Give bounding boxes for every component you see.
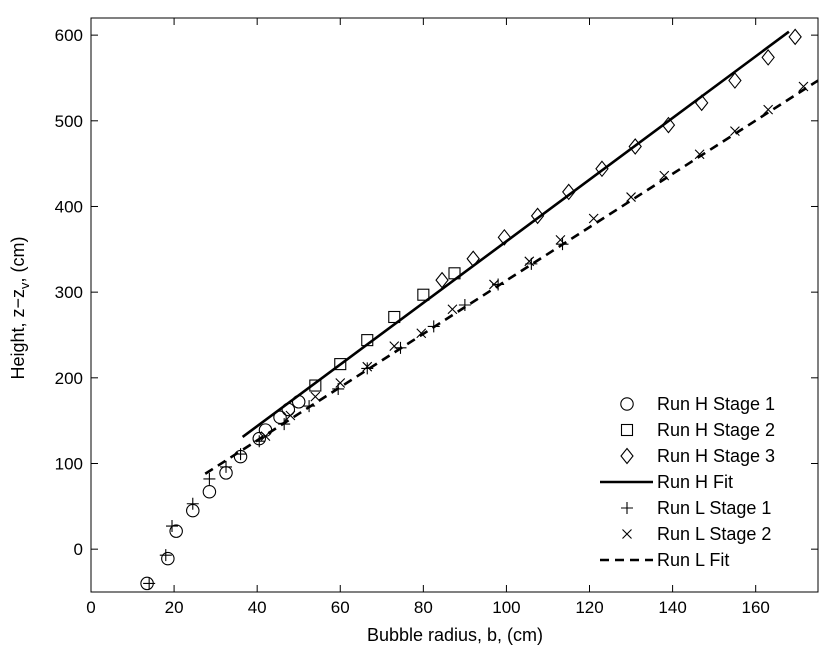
data-point xyxy=(334,358,347,371)
data-point xyxy=(798,81,809,92)
y-tick-label: 500 xyxy=(55,112,83,131)
legend-item: Run L Fit xyxy=(600,550,729,570)
legend-label: Run H Stage 2 xyxy=(657,420,775,440)
x-tick-label: 160 xyxy=(741,598,769,617)
data-point xyxy=(220,460,233,473)
y-tick-label: 200 xyxy=(55,369,83,388)
series-run-l-stage-2 xyxy=(260,81,809,441)
data-point xyxy=(258,423,273,437)
legend-marker xyxy=(620,447,634,465)
data-point xyxy=(524,256,535,267)
y-axis-label: Height, z−zv, (cm) xyxy=(8,236,32,379)
legend-label: Run L Stage 1 xyxy=(657,498,771,518)
legend-item: Run H Stage 3 xyxy=(620,446,775,466)
data-point xyxy=(626,192,636,202)
fit-line xyxy=(204,79,819,475)
data-point xyxy=(761,49,775,66)
data-point xyxy=(530,207,545,225)
data-point xyxy=(273,410,287,424)
series-run-l-fit xyxy=(204,79,819,475)
legend-marker xyxy=(621,502,633,514)
y-tick-label: 400 xyxy=(55,197,83,216)
x-axis-label: Bubble radius, b, (cm) xyxy=(367,625,543,645)
data-point xyxy=(458,299,471,311)
legend-item: Run H Stage 1 xyxy=(620,394,775,414)
legend-label: Run H Fit xyxy=(657,472,733,492)
data-point xyxy=(166,520,179,533)
data-point xyxy=(694,149,705,160)
axes: 0 20 40 60 80 100 120 140 160 0 100 200 300 400 500 600 xyxy=(55,17,819,617)
legend-label: Run L Fit xyxy=(657,550,729,570)
data-point xyxy=(788,28,802,46)
x-tick-label: 0 xyxy=(86,598,95,617)
plot-frame xyxy=(90,17,819,593)
legend-label: Run H Stage 1 xyxy=(657,394,775,414)
data-point xyxy=(362,361,373,372)
x-tick-label: 20 xyxy=(165,598,184,617)
data-point xyxy=(388,310,401,324)
series-run-l-stage-1 xyxy=(143,238,569,590)
legend-item: Run L Stage 2 xyxy=(622,524,771,544)
y-axis-label-subscript: v xyxy=(17,282,32,289)
data-point xyxy=(169,524,183,538)
data-point xyxy=(335,378,346,388)
y-tick-label: 600 xyxy=(55,26,83,45)
legend-item: Run H Stage 2 xyxy=(620,420,775,440)
data-point xyxy=(159,549,172,562)
legend-marker xyxy=(620,397,634,411)
legend: Run H Stage 1 Run H Stage 2 Run H Stage 3 R… xyxy=(600,394,775,570)
x-tick-label: 140 xyxy=(658,598,686,617)
data-point xyxy=(202,485,217,499)
legend-item: Run H Fit xyxy=(600,472,733,492)
data-point xyxy=(253,435,266,448)
data-point xyxy=(161,551,175,566)
y-axis-label-main: Height, z−z xyxy=(8,289,28,380)
data-point xyxy=(417,288,430,301)
data-point xyxy=(497,228,512,246)
legend-label: Run L Stage 2 xyxy=(657,524,771,544)
legend-label: Run H Stage 3 xyxy=(657,446,775,466)
x-tick-label: 120 xyxy=(575,598,603,617)
data-point xyxy=(285,410,296,421)
series-layer xyxy=(140,28,819,591)
x-tick-label: 100 xyxy=(492,598,520,617)
series-run-h-stage-2 xyxy=(309,267,461,392)
legend-item: Run L Stage 1 xyxy=(621,498,771,518)
data-point xyxy=(186,497,199,510)
series-run-h-fit xyxy=(241,30,790,438)
data-point xyxy=(143,577,156,590)
y-tick-label: 100 xyxy=(55,454,83,473)
legend-marker xyxy=(620,423,634,437)
x-tick-label: 60 xyxy=(331,598,350,617)
y-tick-label: 0 xyxy=(74,540,83,559)
y-axis-label-tail: , (cm) xyxy=(8,236,28,282)
fit-line xyxy=(241,30,790,438)
legend-marker xyxy=(622,529,632,539)
data-point xyxy=(416,328,427,339)
data-point xyxy=(763,104,774,115)
data-point xyxy=(728,72,742,89)
data-point xyxy=(730,126,740,136)
data-point xyxy=(562,183,576,201)
y-tick-label: 300 xyxy=(55,283,83,302)
data-point xyxy=(447,304,458,315)
data-point xyxy=(203,472,216,485)
x-tick-label: 40 xyxy=(248,598,267,617)
x-tick-label: 80 xyxy=(414,598,433,617)
